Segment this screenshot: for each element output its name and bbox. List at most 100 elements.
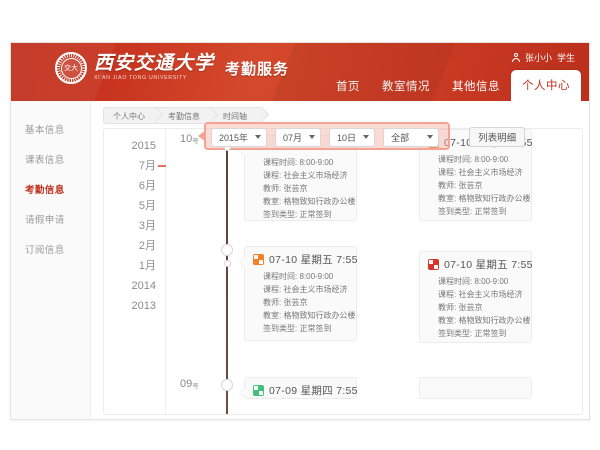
day-marker-09-unit: 号 [192,383,199,390]
content-area: 个人中心 考勤信息 时间轴 2015 7月 6月 5月 3月 2月 1月 [91,101,589,419]
card-line-time: 课程时间: 8:00-9:00 [438,277,509,286]
body-area: 基本信息 课表信息 考勤信息 请假申请 订阅信息 个人中心 考勤信息 时间轴 [11,101,589,419]
day-marker-10-unit: 号 [192,138,199,145]
timeline-card-right-bottom[interactable]: 07-10 星期五 7:55 课程时间: 8:00-9:00 课程: 社会主义市… [419,251,533,343]
year-month-column: 2015 7月 6月 5月 3月 2月 1月 2014 2013 [104,129,166,414]
year-select-value: 2015年 [219,132,249,143]
main-nav: 首页 教室情况 其他信息 个人中心 [325,70,581,101]
chevron-down-icon [255,135,262,139]
person-icon [511,53,520,62]
ym-2015[interactable]: 2015 [131,140,156,152]
day-select[interactable]: 10日 [329,127,376,147]
day-marker-09-number: 09 [180,378,193,390]
ym-2014[interactable]: 2014 [131,280,156,292]
timeline-card-left-last[interactable]: 07-09 星期四 7:55 [239,377,358,399]
timeline-node-09[interactable] [221,379,233,391]
calendar-icon [253,385,264,396]
day-marker-09[interactable]: 09号 [180,378,199,390]
ym-march[interactable]: 3月 [138,220,156,232]
card-line-signtype: 签到类型: 正常签到 [438,329,507,338]
seal-teeth-icon [56,53,86,83]
card-line-signtype: 签到类型: 正常签到 [263,210,332,219]
card-title: 07-09 星期四 7:55 [269,385,358,397]
chevron-down-icon [363,135,370,139]
timeline-panel: 2015 7月 6月 5月 3月 2月 1月 2014 2013 [103,128,583,415]
timeline-axis [226,129,228,414]
chevron-down-icon [427,135,434,139]
breadcrumb-item-attendance[interactable]: 考勤信息 [155,107,210,124]
nav-item-other-info[interactable]: 其他信息 [452,81,500,93]
nav-item-home[interactable]: 首页 [336,81,360,93]
user-name: 张小小 [524,53,552,63]
card-line-time: 课程时间: 8:00-9:00 [263,272,334,281]
card-line-room: 教室: 格物致知行政办公楼 [263,311,356,320]
ym-may[interactable]: 5月 [138,200,156,212]
ym-february[interactable]: 2月 [138,240,156,252]
scope-select-value: 全部 [391,132,410,143]
app-frame: 交大 西安交通大学 XI'AN JIAO TONG UNIVERSITY 考勤服… [10,42,590,420]
card-line-signtype: 签到类型: 正常签到 [263,324,332,333]
card-title: 07-10 星期五 7:55 [269,254,358,266]
timeline-card-left-bottom[interactable]: 07-10 星期五 7:55 课程时间: 8:00-9:00 课程: 社会主义市… [239,246,358,341]
card-line-room: 教室: 格物致知行政办公楼 [438,316,531,325]
card-line-teacher: 教师: 张芸京 [263,184,308,193]
card-header: 07-10 星期五 7:55 [253,252,358,267]
day-marker-10-number: 10 [180,133,193,145]
calendar-icon [253,254,264,265]
sidebar-item-subscription[interactable]: 订阅信息 [25,245,65,256]
timeline-node-mid[interactable] [221,244,233,256]
user-info[interactable]: 张小小 学生 [511,51,575,64]
card-line-course: 课程: 社会主义市场经济 [438,290,523,299]
university-name: 西安交通大学 XI'AN JIAO TONG UNIVERSITY [94,54,214,81]
ym-june[interactable]: 6月 [138,180,156,192]
ym-july[interactable]: 7月 [104,156,166,176]
nav-item-personal-center[interactable]: 个人中心 [511,70,581,101]
sidebar: 基本信息 课表信息 考勤信息 请假申请 订阅信息 [11,101,91,419]
timeline-card-right-last[interactable] [419,377,532,399]
card-pointer [240,388,245,398]
card-header: 07-09 星期四 7:55 [253,383,358,398]
timeline-node-mid-sub[interactable] [223,260,231,267]
card-line-signtype: 签到类型: 正常签到 [438,207,507,216]
year-select[interactable]: 2015年 [211,127,268,147]
card-line-time: 课程时间: 8:00-9:00 [438,155,509,164]
card-line-course: 课程: 社会主义市场经济 [263,285,348,294]
card-line-teacher: 教师: 张芸京 [438,303,483,312]
month-select[interactable]: 07月 [275,127,322,147]
card-pointer [240,257,245,267]
sidebar-item-attendance[interactable]: 考勤信息 [25,185,65,196]
sidebar-item-schedule[interactable]: 课表信息 [25,155,65,166]
university-name-cn: 西安交通大学 [94,52,215,75]
card-pointer [240,146,245,156]
sidebar-item-basic-info[interactable]: 基本信息 [25,125,65,136]
timeline-track-area: 10号 09号 [166,129,582,414]
ym-2013[interactable]: 2013 [131,300,156,312]
ym-january[interactable]: 1月 [138,260,156,272]
logo-block[interactable]: 交大 西安交通大学 XI'AN JIAO TONG UNIVERSITY 考勤服… [55,52,289,84]
scope-select[interactable]: 全部 [383,127,440,147]
day-marker-10[interactable]: 10号 [180,133,199,145]
university-name-en: XI'AN JIAO TONG UNIVERSITY [94,75,188,82]
university-seal-icon: 交大 [55,52,87,84]
sidebar-item-leave-request[interactable]: 请假申请 [25,215,65,226]
site-header: 交大 西安交通大学 XI'AN JIAO TONG UNIVERSITY 考勤服… [11,43,589,101]
system-name: 考勤服务 [225,60,290,78]
breadcrumb: 个人中心 考勤信息 时间轴 [103,107,261,124]
card-line-room: 教室: 格物致知行政办公楼 [438,194,531,203]
list-detail-button[interactable]: 列表明细 [469,127,526,147]
filter-bar: 2015年 07月 10日 全部 列表明细 [198,122,526,150]
card-line-course: 课程: 社会主义市场经济 [263,171,348,180]
card-line-room: 教室: 格物致知行政办公楼 [263,197,356,206]
card-line-teacher: 教师: 张芸京 [438,181,483,190]
card-line-teacher: 教师: 张芸京 [263,298,308,307]
card-line-course: 课程: 社会主义市场经济 [438,168,523,177]
chevron-down-icon [309,135,316,139]
card-line-time: 课程时间: 8:00-9:00 [263,158,334,167]
calendar-icon [428,259,439,270]
card-header: 07-10 星期五 7:55 [428,257,533,272]
breadcrumb-item-personal-center[interactable]: 个人中心 [103,107,155,124]
nav-item-classroom[interactable]: 教室情况 [382,81,430,93]
day-select-value: 10日 [337,132,357,143]
card-title: 07-10 星期五 7:55 [444,259,533,271]
